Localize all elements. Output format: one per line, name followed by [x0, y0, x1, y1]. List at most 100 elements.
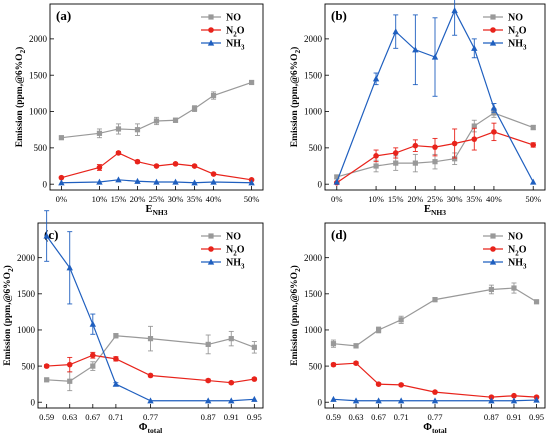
data-point	[248, 79, 255, 86]
series-nh3	[58, 176, 255, 186]
x-tick-label: 50%	[525, 194, 541, 204]
legend-label: N2O	[508, 245, 527, 258]
data-point	[488, 394, 495, 400]
x-tick-label: 0.63	[62, 412, 77, 422]
legend-label: N2O	[226, 245, 245, 258]
legend-marker	[490, 27, 496, 33]
data-point	[228, 379, 235, 386]
data-point	[510, 397, 518, 404]
series-no	[44, 325, 257, 392]
data-point	[204, 397, 212, 404]
legend-label: NH3	[226, 258, 245, 271]
data-point	[134, 158, 141, 165]
legend-marker	[208, 246, 214, 252]
y-axis-title: Emission (ppm,@6%O2)	[289, 47, 302, 148]
data-point	[113, 333, 119, 339]
series-line	[61, 81, 252, 139]
data-point	[412, 142, 419, 149]
data-point	[172, 178, 179, 185]
x-tick-label: 0.87	[484, 412, 500, 422]
data-point	[330, 341, 337, 347]
panel-label: (b)	[331, 8, 347, 23]
data-point	[398, 317, 404, 323]
x-axis-title: ENH3	[424, 204, 446, 217]
data-point	[191, 179, 198, 186]
data-point	[432, 144, 438, 150]
chart-panel-c: 0 500 1000 1500 2000 0.59 0.63 0.67 0.71 0.77 0.87…	[2, 210, 264, 435]
data-point	[251, 376, 258, 382]
y-axis-title: Emission (ppm,@6%O2)	[14, 47, 27, 148]
x-tick-label: 15%	[388, 194, 404, 204]
data-point	[210, 171, 217, 177]
data-point	[147, 336, 154, 342]
y-tick-label: 1500	[29, 70, 48, 80]
y-tick-label: 1000	[304, 107, 323, 117]
data-point	[172, 161, 179, 167]
y-tick-label: 1500	[17, 289, 36, 299]
y-tick-label: 0	[318, 179, 323, 189]
data-point	[172, 117, 179, 123]
data-point	[228, 336, 234, 342]
x-tick-label: 0.59	[326, 412, 341, 422]
data-point	[333, 178, 340, 185]
x-tick-label: 0.71	[394, 412, 409, 422]
y-tick-label: 2000	[17, 253, 36, 263]
data-point	[451, 140, 458, 147]
x-tick-label: 0.87	[201, 412, 217, 422]
data-point	[210, 92, 217, 99]
data-point	[352, 397, 360, 404]
legend-label: N2O	[226, 26, 245, 39]
x-tick-label: 40%	[486, 194, 502, 204]
data-point	[511, 285, 517, 291]
data-point	[452, 156, 458, 162]
x-tick-label: 0.77	[143, 412, 159, 422]
data-point	[251, 344, 257, 350]
data-point	[205, 377, 211, 384]
x-tick-label: 0.95	[247, 412, 262, 422]
y-tick-label: 500	[22, 361, 36, 371]
data-point	[471, 123, 477, 129]
data-point	[490, 104, 498, 111]
data-point	[375, 327, 382, 333]
data-point	[90, 352, 96, 359]
data-point	[375, 397, 382, 404]
data-point	[398, 382, 404, 388]
data-point	[412, 46, 419, 53]
x-tick-label: 10%	[92, 194, 108, 204]
series-nh3	[333, 0, 537, 185]
legend-marker	[208, 233, 214, 239]
y-tick-label: 1500	[304, 289, 323, 299]
legend-marker	[208, 27, 214, 33]
y-tick-label: 2000	[304, 253, 323, 263]
x-axis-title: ENH3	[145, 204, 167, 217]
y-tick-label: 1500	[304, 70, 323, 80]
data-point	[491, 129, 497, 135]
data-point	[373, 163, 379, 169]
x-tick-label: 0.63	[349, 412, 364, 422]
data-point	[228, 397, 235, 404]
legend-label: NO	[508, 13, 523, 24]
data-point	[112, 380, 120, 387]
y-axis-title: Emission (ppm,@6%O2)	[2, 265, 15, 366]
data-point	[115, 126, 122, 132]
data-point	[113, 356, 119, 362]
x-tick-label: 35%	[187, 194, 203, 204]
data-point	[373, 153, 379, 159]
data-point	[471, 136, 478, 142]
data-point	[66, 264, 73, 271]
data-point	[44, 377, 50, 383]
legend-label: NH3	[508, 39, 527, 52]
data-point	[153, 118, 160, 124]
data-point	[334, 174, 340, 180]
data-point	[533, 396, 540, 403]
x-tick-label: 15%	[111, 194, 127, 204]
y-tick-label: 0	[43, 179, 48, 189]
x-tick-label: 0%	[331, 194, 342, 204]
series-nh3	[330, 395, 540, 404]
data-point	[147, 372, 154, 379]
y-tick-label: 500	[309, 143, 323, 153]
x-tick-label: 0.95	[529, 412, 544, 422]
legend-marker	[207, 39, 215, 46]
